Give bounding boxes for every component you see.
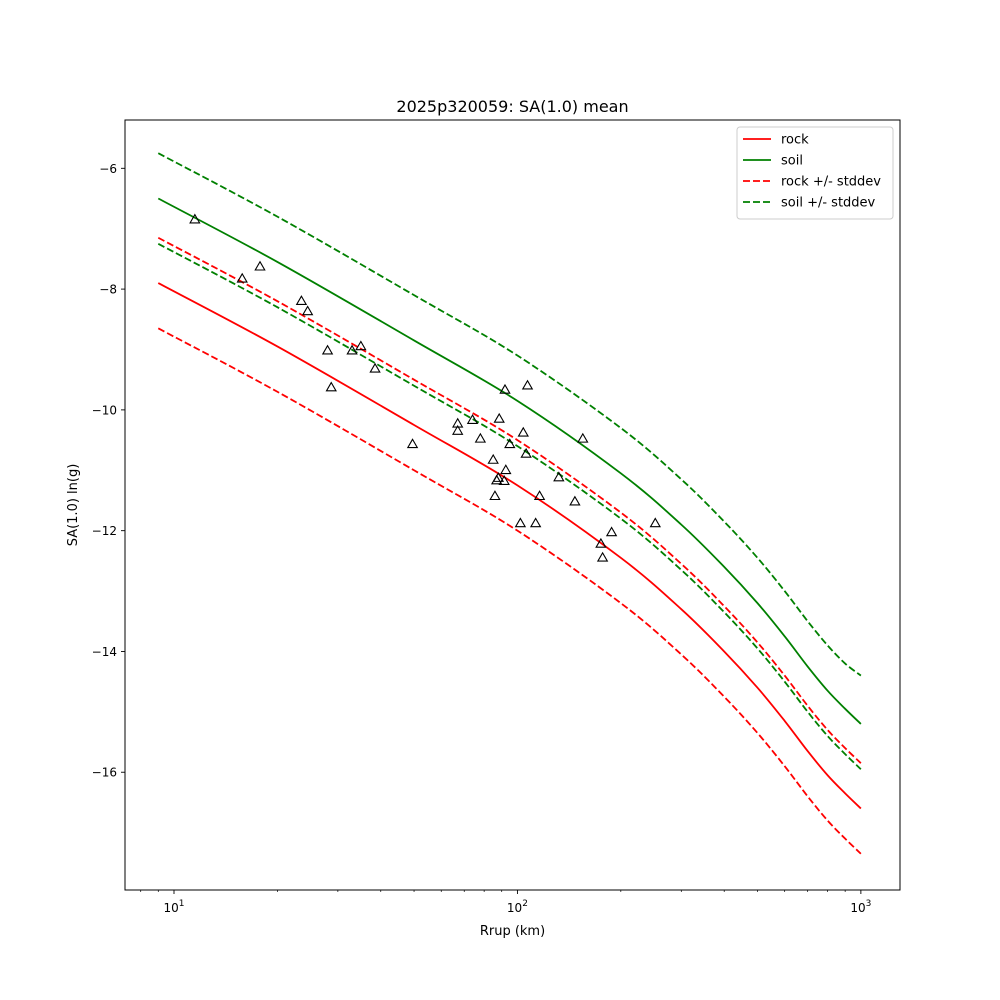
observation-marker xyxy=(529,517,542,528)
observation-marker xyxy=(498,475,510,485)
observation-marker xyxy=(499,383,511,394)
observation-marker xyxy=(369,362,381,373)
x-tick-label: 102 xyxy=(507,899,528,915)
legend-label: rock xyxy=(781,133,809,148)
observation-marker xyxy=(301,305,314,316)
series-line-2 xyxy=(157,236,862,764)
observation-marker xyxy=(520,447,532,458)
observation-marker xyxy=(595,537,607,548)
observation-marker xyxy=(517,426,529,437)
observation-marker xyxy=(321,344,334,355)
y-axis-label: SA(1.0) ln(g) xyxy=(66,464,81,547)
series-line-3 xyxy=(157,327,862,855)
observation-marker xyxy=(577,432,589,443)
observation-marker xyxy=(189,213,201,224)
legend-label: rock +/- stddev xyxy=(781,175,881,190)
observation-marker xyxy=(569,495,581,506)
observation-marker xyxy=(605,526,618,537)
observation-marker xyxy=(504,438,516,449)
observation-marker xyxy=(487,453,499,464)
y-tick-label: −16 xyxy=(92,766,117,780)
x-axis-label: Rrup (km) xyxy=(480,924,545,939)
legend-box xyxy=(736,126,894,220)
observation-marker xyxy=(553,471,565,482)
series-line-0 xyxy=(157,282,862,810)
y-tick-label: −12 xyxy=(92,524,117,538)
chart-title: 2025p320059: SA(1.0) mean xyxy=(396,97,628,116)
observation-marker xyxy=(493,412,505,423)
observation-marker xyxy=(474,432,487,443)
legend-label: soil xyxy=(781,154,803,169)
y-tick-label: −8 xyxy=(99,283,117,297)
x-axis: 101 102 103 xyxy=(140,890,871,915)
observation-marker xyxy=(325,381,337,392)
series-line-1 xyxy=(157,197,862,725)
observation-marker xyxy=(514,517,527,528)
observation-marker xyxy=(489,490,501,501)
observation-marker xyxy=(346,344,358,355)
plot-frame xyxy=(124,119,901,891)
observation-marker xyxy=(355,340,367,351)
y-axis: −6 −8 −10 −12 −14 −16 xyxy=(92,162,125,780)
observation-marker xyxy=(466,414,479,424)
observation-marker xyxy=(533,490,546,501)
observation-marker xyxy=(451,424,464,435)
plot-content xyxy=(157,152,862,855)
observation-marker xyxy=(295,295,308,305)
y-tick-label: −6 xyxy=(99,162,117,176)
observation-marker xyxy=(406,438,419,449)
series-line-5 xyxy=(157,243,862,770)
legend: rock soil rock +/- stddev soil +/- stddev xyxy=(736,126,894,220)
observation-marker xyxy=(500,464,512,475)
observation-marker xyxy=(649,517,661,528)
x-tick-label: 103 xyxy=(850,899,871,915)
observation-marker xyxy=(596,551,609,562)
y-tick-label: −10 xyxy=(92,403,117,417)
x-tick-label: 101 xyxy=(163,899,184,915)
observation-marker xyxy=(492,472,505,482)
observation-marker xyxy=(236,272,248,283)
y-tick-label: −14 xyxy=(92,645,117,659)
series-line-4 xyxy=(157,152,862,677)
observation-marker xyxy=(254,260,266,271)
legend-label: soil +/- stddev xyxy=(781,196,876,211)
observation-marker xyxy=(521,379,534,390)
